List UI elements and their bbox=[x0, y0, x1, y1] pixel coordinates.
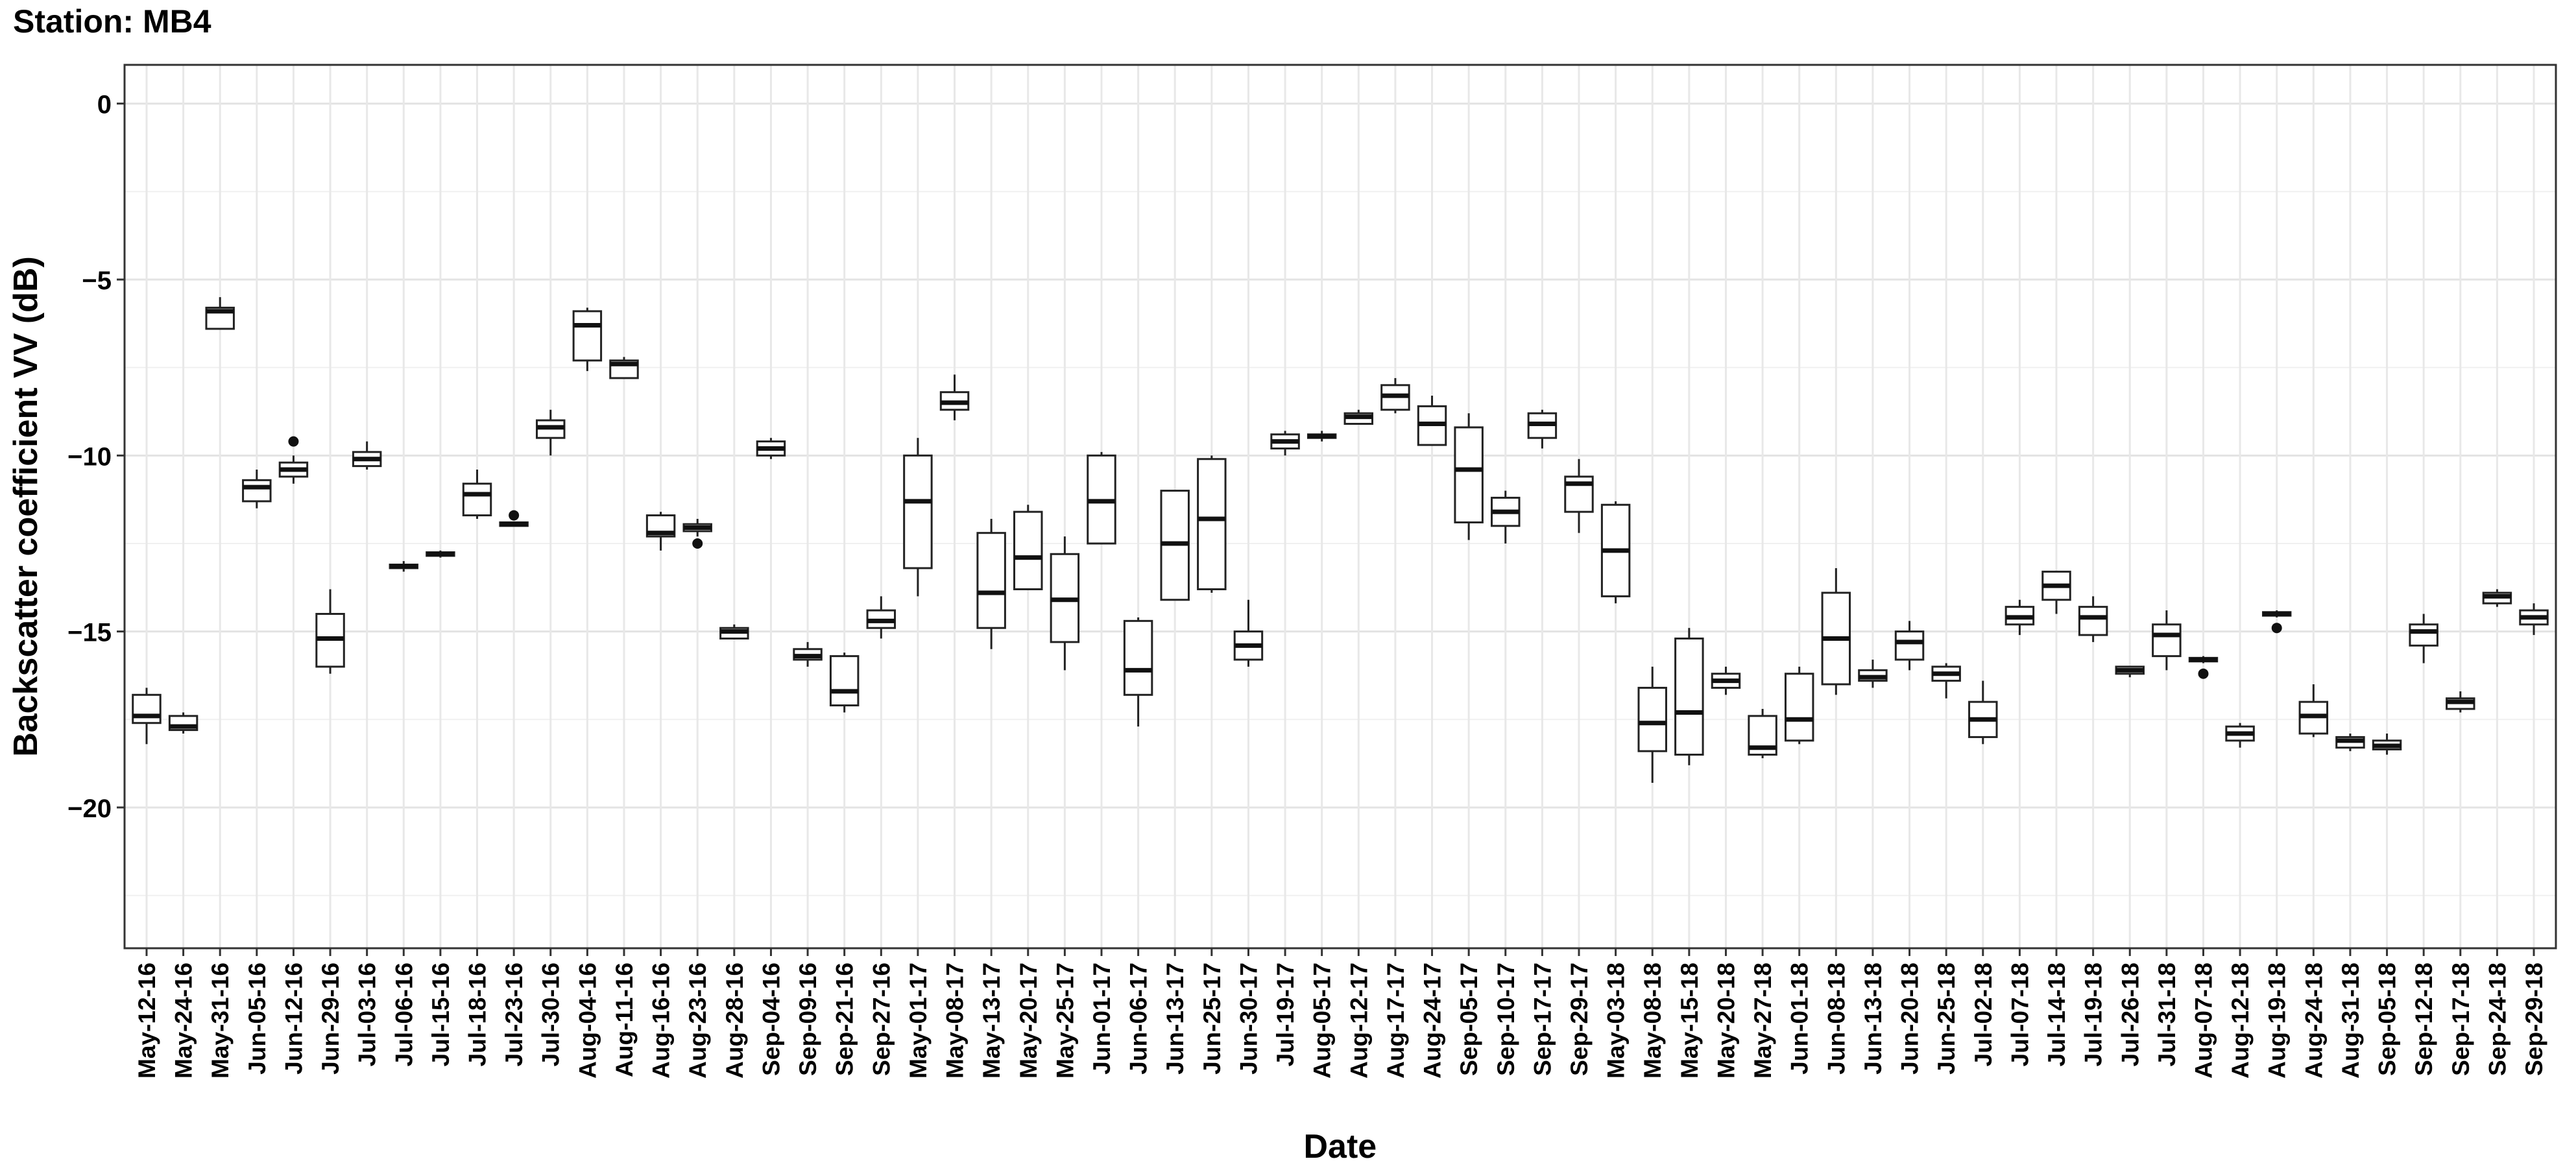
x-tick-label: Jun-25-17 bbox=[1199, 963, 1225, 1075]
box-iqr bbox=[1123, 619, 1153, 696]
x-tick-label: Aug-11-16 bbox=[611, 963, 638, 1077]
box-iqr bbox=[1637, 686, 1667, 752]
x-tick-label: Jun-06-17 bbox=[1125, 963, 1152, 1075]
box-iqr bbox=[572, 310, 603, 362]
x-tick-label: May-12-16 bbox=[134, 963, 160, 1079]
box-iqr bbox=[976, 532, 1006, 629]
box-iqr bbox=[903, 454, 933, 569]
x-tick-label: Jun-01-18 bbox=[1787, 963, 1813, 1075]
x-tick-label: Jul-06-16 bbox=[391, 963, 417, 1066]
box-iqr bbox=[1784, 673, 1814, 742]
x-tick-label: Sep-05-18 bbox=[2374, 963, 2401, 1076]
x-tick-label: Jul-19-18 bbox=[2080, 963, 2107, 1066]
x-tick-label: Jun-08-18 bbox=[1823, 963, 1849, 1075]
x-tick-label: Jul-30-16 bbox=[538, 963, 564, 1066]
x-tick-label: Jul-15-16 bbox=[427, 963, 454, 1066]
x-tick-label: Aug-31-18 bbox=[2337, 963, 2364, 1079]
x-tick-label: Jul-31-18 bbox=[2154, 963, 2180, 1066]
x-tick-label: Jul-14-18 bbox=[2043, 963, 2070, 1066]
x-tick-label: Aug-19-18 bbox=[2264, 963, 2291, 1079]
outlier-point bbox=[2198, 668, 2209, 679]
x-tick-label: May-24-16 bbox=[171, 963, 197, 1079]
y-tick-label: −15 bbox=[67, 619, 112, 647]
x-tick-label: Jun-05-16 bbox=[244, 963, 271, 1075]
x-tick-label: Sep-27-16 bbox=[868, 963, 895, 1076]
outlier-point bbox=[692, 538, 703, 549]
x-tick-label: May-13-17 bbox=[978, 963, 1005, 1079]
x-tick-label: Jul-02-18 bbox=[1970, 963, 1997, 1066]
x-tick-label: Jul-18-16 bbox=[464, 963, 491, 1066]
x-tick-label: Sep-29-18 bbox=[2521, 963, 2547, 1076]
x-tick-label: Jun-25-18 bbox=[1933, 963, 1960, 1075]
x-tick-label: Sep-12-18 bbox=[2411, 963, 2437, 1076]
x-tick-label: Jul-19-17 bbox=[1272, 963, 1299, 1066]
x-tick-label: May-15-18 bbox=[1676, 963, 1703, 1079]
x-tick-label: Aug-12-17 bbox=[1345, 963, 1372, 1079]
x-tick-label: Jul-03-16 bbox=[354, 963, 381, 1066]
x-tick-label: Jul-07-18 bbox=[2006, 963, 2033, 1066]
outlier-point bbox=[509, 510, 520, 521]
x-tick-label: Jun-12-16 bbox=[280, 963, 307, 1075]
box-iqr bbox=[829, 655, 860, 707]
x-tick-label: Aug-05-17 bbox=[1309, 963, 1336, 1079]
x-tick-label: Aug-17-17 bbox=[1382, 963, 1409, 1079]
x-axis-title: Date bbox=[1303, 1128, 1377, 1166]
x-tick-label: Aug-23-16 bbox=[684, 963, 711, 1079]
x-tick-label: Sep-24-18 bbox=[2484, 963, 2510, 1076]
x-tick-label: Sep-17-18 bbox=[2448, 963, 2474, 1076]
x-tick-label: Jun-13-18 bbox=[1860, 963, 1886, 1075]
x-tick-label: Sep-21-16 bbox=[832, 963, 858, 1076]
x-tick-label: Sep-29-17 bbox=[1566, 963, 1593, 1076]
plot-panel bbox=[125, 65, 2556, 948]
x-tick-label: Jun-13-17 bbox=[1162, 963, 1188, 1075]
box-iqr bbox=[2409, 623, 2438, 647]
x-tick-label: May-08-18 bbox=[1639, 963, 1666, 1079]
y-tick-label: −10 bbox=[67, 442, 112, 471]
outlier-point bbox=[2271, 623, 2282, 634]
x-tick-label: May-20-17 bbox=[1015, 963, 1042, 1079]
x-tick-label: May-20-18 bbox=[1713, 963, 1739, 1079]
x-tick-label: Jul-26-18 bbox=[2117, 963, 2143, 1066]
x-tick-label: May-01-17 bbox=[905, 963, 932, 1079]
x-tick-label: Aug-16-16 bbox=[648, 963, 675, 1079]
plot-border bbox=[123, 64, 2557, 950]
x-tick-label: Sep-10-17 bbox=[1493, 963, 1519, 1076]
x-tick-label: Aug-12-18 bbox=[2227, 963, 2254, 1079]
x-tick-label: Aug-07-18 bbox=[2190, 963, 2217, 1079]
chart-title: Station: MB4 bbox=[13, 3, 211, 40]
box-iqr bbox=[2078, 606, 2108, 636]
x-tick-label: May-27-18 bbox=[1750, 963, 1776, 1079]
box-iqr bbox=[1674, 637, 1704, 756]
y-tick-label: 0 bbox=[97, 91, 112, 119]
box-iqr bbox=[1013, 510, 1043, 591]
box-iqr bbox=[1197, 458, 1227, 591]
box-iqr bbox=[462, 483, 492, 517]
x-tick-label: Sep-04-16 bbox=[758, 963, 784, 1076]
box-iqr bbox=[2152, 623, 2182, 658]
box-iqr bbox=[242, 479, 272, 503]
x-tick-label: Aug-24-18 bbox=[2300, 963, 2327, 1079]
x-tick-label: Sep-09-16 bbox=[795, 963, 821, 1076]
x-tick-label: May-08-17 bbox=[942, 963, 969, 1079]
x-tick-label: Aug-28-16 bbox=[721, 963, 748, 1079]
x-tick-label: Jun-30-17 bbox=[1235, 963, 1262, 1075]
x-tick-label: Jul-23-16 bbox=[501, 963, 527, 1066]
y-tick-label: −5 bbox=[82, 267, 112, 295]
x-tick-label: Jun-20-18 bbox=[1897, 963, 1923, 1075]
y-tick-label: −20 bbox=[67, 795, 112, 823]
x-tick-label: Jun-29-16 bbox=[317, 963, 344, 1075]
x-tick-label: Jun-01-17 bbox=[1089, 963, 1115, 1075]
x-tick-label: Sep-17-17 bbox=[1529, 963, 1556, 1076]
box-iqr bbox=[1454, 426, 1484, 523]
x-tick-label: May-25-17 bbox=[1052, 963, 1078, 1079]
x-tick-label: Aug-24-17 bbox=[1419, 963, 1446, 1079]
x-tick-label: May-03-18 bbox=[1603, 963, 1630, 1079]
box-iqr bbox=[132, 693, 162, 724]
x-tick-label: Sep-05-17 bbox=[1456, 963, 1482, 1076]
outlier-point bbox=[288, 436, 299, 447]
box-iqr bbox=[1894, 630, 1925, 661]
x-tick-label: May-31-16 bbox=[207, 963, 234, 1079]
x-tick-label: Aug-04-16 bbox=[574, 963, 601, 1079]
